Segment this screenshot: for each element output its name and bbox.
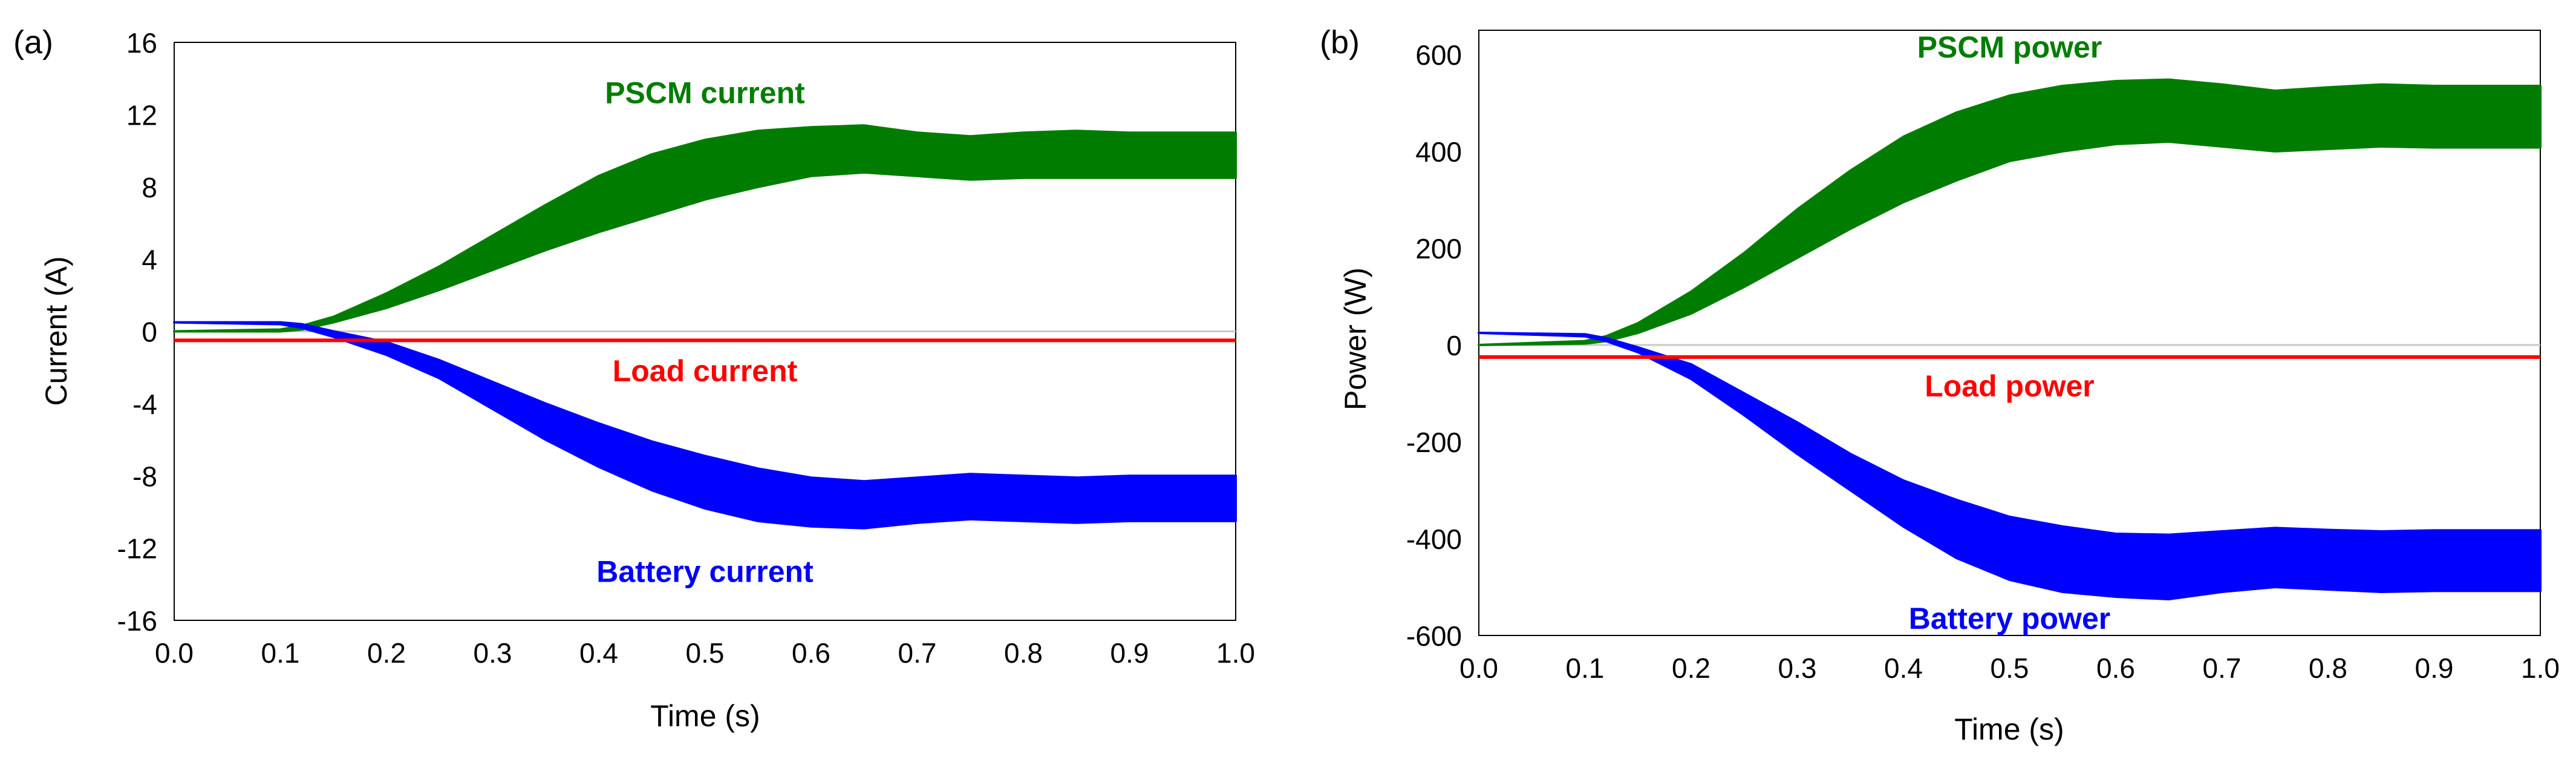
y-ticks-b: 600 400 200 0 -200 -400 -600 <box>1406 39 1462 652</box>
y-ticks-a: 16 12 8 4 0 -4 -8 -12 -16 <box>117 27 157 637</box>
series-label-battery-current: Battery current <box>596 554 814 588</box>
series-band-battery-current <box>173 321 1237 530</box>
series-band-pscm-power <box>1478 78 2542 346</box>
x-tick-label: 0.1 <box>261 637 300 669</box>
y-tick-label: 4 <box>142 244 157 275</box>
x-tick-label: 0.4 <box>1884 652 1923 684</box>
y-tick-label: 16 <box>126 27 157 59</box>
x-tick-label: 0.6 <box>792 637 830 669</box>
x-tick-label: 0.2 <box>367 637 406 669</box>
x-ticks-b: 0.0 0.1 0.2 0.3 0.4 0.5 0.6 0.7 0.8 0.9 1.0 <box>1459 652 2560 684</box>
series-label-load-current: Load current <box>613 354 798 388</box>
x-tick-label: 1.0 <box>1216 637 1255 669</box>
x-axis-title-b: Time (s) <box>1954 712 2064 746</box>
x-ticks-a: 0.0 0.1 0.2 0.3 0.4 0.5 0.6 0.7 0.8 0.9 1.0 <box>155 637 1255 669</box>
x-tick-label: 0.8 <box>2309 652 2347 684</box>
series-band-battery-power <box>1478 332 2542 600</box>
y-tick-label: 600 <box>1415 39 1462 71</box>
series-label-load-power: Load power <box>1925 369 2095 403</box>
y-tick-label: 8 <box>142 172 157 203</box>
x-tick-label: 0.8 <box>1004 637 1043 669</box>
y-tick-label: -8 <box>132 461 157 492</box>
series-layer-b <box>1478 78 2542 600</box>
series-label-battery-power: Battery power <box>1909 602 2110 635</box>
x-tick-label: 0.3 <box>1778 652 1817 684</box>
x-axis-title-a: Time (s) <box>650 699 760 733</box>
y-tick-label: 12 <box>126 99 157 131</box>
x-tick-label: 0.1 <box>1566 652 1605 684</box>
x-tick-label: 0.7 <box>898 637 937 669</box>
y-tick-label: 400 <box>1415 136 1462 168</box>
x-tick-label: 0.9 <box>2415 652 2454 684</box>
y-axis-title-a: Current (A) <box>39 256 73 405</box>
series-labels-a: PSCM current Battery current Load current <box>596 76 814 589</box>
x-tick-label: 0.0 <box>155 637 194 669</box>
y-tick-label: -600 <box>1406 620 1462 652</box>
panel-label-a: (a) <box>13 24 53 61</box>
series-label-pscm-current: PSCM current <box>605 76 805 110</box>
x-tick-label: 0.0 <box>1459 652 1498 684</box>
x-tick-label: 0.4 <box>579 637 618 669</box>
x-tick-label: 0.9 <box>1110 637 1149 669</box>
y-axis-title-b: Power (W) <box>1339 267 1372 410</box>
x-tick-label: 1.0 <box>2521 652 2560 684</box>
x-tick-label: 0.5 <box>1991 652 2029 684</box>
x-tick-label: 0.2 <box>1672 652 1710 684</box>
x-tick-label: 0.6 <box>2096 652 2135 684</box>
y-tick-label: -12 <box>117 533 157 565</box>
series-labels-b: PSCM power Battery power Load power <box>1909 30 2110 635</box>
x-tick-label: 0.5 <box>686 637 725 669</box>
panel-label-b: (b) <box>1320 24 1360 61</box>
y-tick-label: -16 <box>117 605 157 637</box>
y-tick-label: -400 <box>1406 523 1462 555</box>
y-tick-label: 200 <box>1415 233 1462 264</box>
y-tick-label: 0 <box>142 317 157 348</box>
x-tick-label: 0.7 <box>2203 652 2242 684</box>
series-band-pscm-current <box>173 124 1237 333</box>
chart-panel-a: (a) 16 12 8 4 0 -4 -8 -12 -16 0.0 0.1 0.2 0.3 0.4 0.5… <box>13 24 1255 733</box>
x-tick-label: 0.3 <box>474 637 512 669</box>
series-layer-a <box>173 124 1237 530</box>
y-tick-label: -200 <box>1406 427 1462 458</box>
series-label-pscm-power: PSCM power <box>1917 30 2102 64</box>
y-tick-label: -4 <box>132 389 157 420</box>
y-tick-label: 0 <box>1446 330 1462 361</box>
